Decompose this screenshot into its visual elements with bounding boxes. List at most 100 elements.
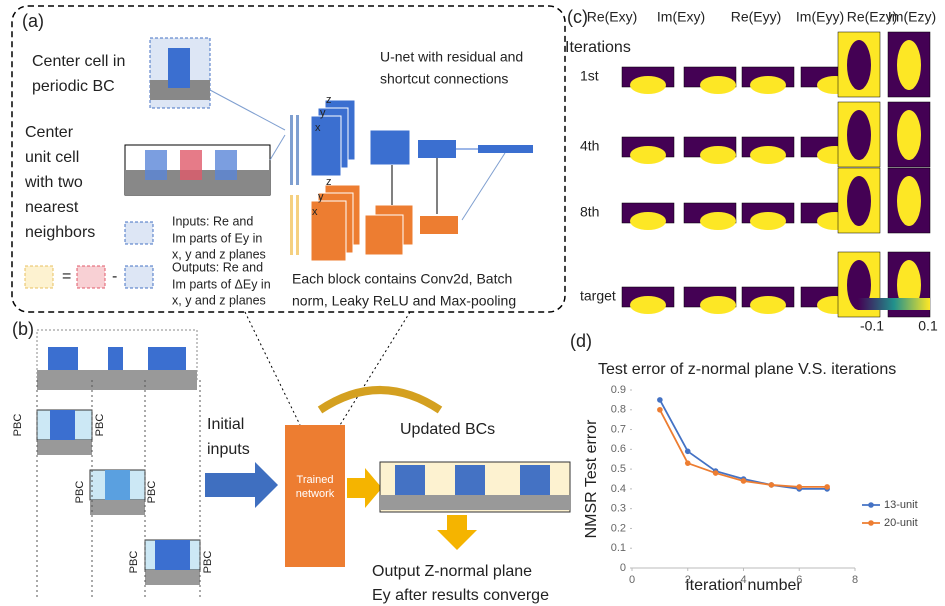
axis-letter: y: [320, 107, 326, 119]
text-line: Ey after results converge: [372, 587, 549, 604]
heatmap-blob: [630, 76, 666, 94]
row-label: 1st: [580, 68, 599, 84]
heatmap-blob: [897, 176, 921, 226]
chart-title: Test error of z-normal plane V.S. iterat…: [598, 361, 896, 378]
text-line: nearest: [25, 199, 79, 216]
x-tick-label: 2: [685, 574, 691, 586]
heatmap-blob: [700, 212, 736, 230]
heatmap-blob: [847, 40, 871, 90]
text-line: U-net with residual and: [380, 49, 523, 65]
text-line: Center cell in: [32, 53, 125, 70]
panel-label: (b): [12, 319, 34, 339]
line-chart: Test error of z-normal plane V.S. iterat…: [583, 361, 917, 594]
text-line: shortcut connections: [380, 71, 508, 87]
text-line: inputs: [207, 441, 250, 458]
panel-label: (c): [567, 7, 588, 27]
column-header: Re(Exy): [587, 9, 638, 25]
connector: [245, 312, 300, 425]
y-tick-label: 0.7: [611, 423, 626, 435]
heatmap-blob: [630, 146, 666, 164]
legend-box: [125, 222, 153, 244]
network-label: network: [296, 488, 335, 500]
text-line: Output Z-normal plane: [372, 563, 532, 580]
network-label: Trained: [297, 474, 334, 486]
row-label: 4th: [580, 138, 599, 154]
series-line: [660, 410, 827, 487]
text-line: Initial: [207, 416, 244, 433]
y-tick-label: 0.1: [611, 542, 626, 554]
y-tick-label: 0.8: [611, 404, 626, 416]
x-tick-label: 4: [740, 574, 746, 586]
axis-letter: x: [315, 122, 321, 134]
text-line: unit cell: [25, 149, 79, 166]
text-line: x, y and z planes: [172, 247, 266, 261]
heatmap-blob: [630, 296, 666, 314]
heatmaps: [622, 32, 930, 317]
unit-cell-3d: [125, 145, 270, 195]
text-line: norm, Leaky ReLU and Max-pooling: [292, 293, 516, 309]
text-line: Each block contains Conv2d, Batch: [292, 271, 512, 287]
heatmap-blob: [847, 110, 871, 160]
text-line: with two: [24, 174, 83, 191]
heatmap-blob: [700, 296, 736, 314]
data-point: [713, 470, 719, 476]
data-point: [741, 478, 747, 484]
row-label: target: [580, 288, 616, 304]
y-tick-label: 0.6: [611, 443, 626, 455]
text-line: Outputs: Re and: [172, 260, 263, 274]
row-label: 8th: [580, 204, 599, 220]
legend-box: [125, 266, 153, 288]
colorbar-label: 0.1: [918, 318, 938, 334]
data-point: [824, 484, 830, 490]
heatmap-blob: [750, 296, 786, 314]
y-tick-label: 0.2: [611, 522, 626, 534]
legend-marker: [868, 520, 874, 526]
text-line: Updated BCs: [400, 421, 495, 438]
heatmap-blob: [700, 76, 736, 94]
operator: -: [112, 268, 117, 285]
x-tick-label: 0: [629, 574, 635, 586]
text-line: periodic BC: [32, 78, 115, 95]
heatmap-blob: [750, 212, 786, 230]
figure: (a) Center cell in periodic BC Center un…: [0, 0, 945, 606]
heatmap-blob: [700, 146, 736, 164]
heatmap-blob: [897, 40, 921, 90]
text-line: Im parts of ΔEy in: [172, 277, 271, 291]
heatmap-blob: [750, 76, 786, 94]
connector: [340, 312, 410, 425]
row-title: Iterations: [565, 39, 631, 56]
structure-diagram: [37, 330, 570, 600]
series-line: [660, 400, 827, 489]
heatmap-blob: [630, 212, 666, 230]
colorbar: [858, 298, 930, 310]
axis-letter: x: [312, 206, 318, 218]
column-header: Re(Eyy): [731, 9, 782, 25]
pbc-label: PBC: [94, 414, 106, 437]
legend-box: [25, 266, 53, 288]
y-tick-label: 0.3: [611, 503, 626, 515]
legend-label: 13-unit: [884, 499, 918, 511]
data-point: [796, 484, 802, 490]
operator: =: [62, 268, 71, 285]
column-header: Im(Ezy): [888, 9, 936, 25]
data-point: [685, 460, 691, 466]
x-tick-label: 6: [796, 574, 802, 586]
data-point: [657, 407, 663, 413]
legend-label: 20-unit: [884, 517, 918, 529]
text-line: Im parts of Ey in: [172, 231, 262, 245]
heatmap-blob: [897, 110, 921, 160]
text-line: Center: [25, 124, 74, 141]
pbc-label: PBC: [74, 481, 86, 504]
pbc-label: PBC: [12, 414, 24, 437]
text-line: neighbors: [25, 224, 95, 241]
y-tick-label: 0: [620, 562, 626, 574]
axis-letter: y: [318, 191, 324, 203]
data-point: [657, 397, 663, 403]
axis-letter: z: [326, 94, 332, 106]
y-tick-label: 0.9: [611, 384, 626, 396]
pbc-label: PBC: [202, 551, 214, 574]
data-point: [769, 482, 775, 488]
colorbar-label: -0.1: [860, 318, 884, 334]
column-header: Im(Eyy): [796, 9, 844, 25]
data-point: [685, 449, 691, 455]
